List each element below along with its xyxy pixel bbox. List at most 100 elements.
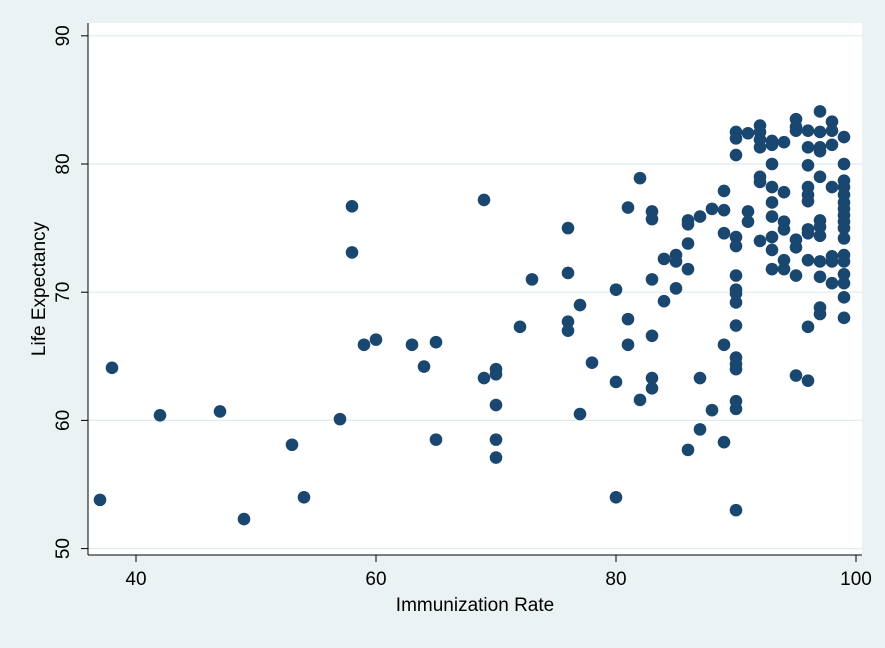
data-point-16 (477, 193, 491, 207)
data-point-23 (513, 320, 527, 334)
data-point-10 (357, 338, 371, 352)
y-axis-label: Life Expectancy (29, 221, 50, 356)
data-point-52 (681, 217, 695, 231)
data-point-63 (717, 226, 731, 240)
data-point-91 (753, 234, 767, 248)
data-point-71 (729, 269, 743, 282)
data-point-47 (657, 294, 671, 308)
data-point-99 (765, 243, 779, 257)
data-point-144 (837, 130, 851, 144)
data-point-131 (813, 220, 827, 234)
data-point-75 (729, 319, 743, 332)
data-point-61 (717, 184, 731, 198)
data-point-78 (729, 362, 743, 376)
data-point-115 (801, 141, 815, 154)
data-point-54 (681, 262, 695, 276)
x-tick-label-40: 40 (125, 569, 146, 590)
data-point-82 (741, 126, 755, 140)
data-point-142 (825, 255, 839, 268)
gridlines (88, 35, 862, 550)
data-point-158 (837, 276, 851, 290)
data-point-111 (789, 241, 803, 254)
data-point-143 (825, 276, 839, 290)
y-tick-label-50: 50 (53, 538, 74, 559)
data-point-94 (765, 157, 779, 171)
data-point-27 (561, 315, 575, 328)
data-point-34 (609, 491, 623, 504)
data-point-50 (669, 282, 683, 295)
y-tick-label-70: 70 (53, 282, 74, 303)
x-tick-label-100: 100 (840, 569, 872, 590)
data-point-37 (621, 338, 635, 352)
data-point-1 (105, 361, 119, 375)
data-point-38 (633, 171, 647, 185)
data-point-74 (729, 296, 743, 309)
data-point-70 (729, 239, 743, 253)
data-point-122 (801, 253, 815, 267)
data-point-68 (729, 148, 743, 162)
data-point-67 (729, 132, 743, 145)
data-point-98 (765, 230, 779, 244)
data-point-145 (837, 157, 851, 171)
y-tick-label-80: 80 (53, 153, 74, 174)
y-tick-label-90: 90 (53, 25, 74, 46)
data-point-96 (765, 196, 779, 209)
data-point-112 (789, 269, 803, 282)
data-point-125 (813, 105, 827, 118)
data-point-58 (693, 423, 707, 436)
data-point-3 (213, 405, 227, 418)
data-point-32 (609, 283, 623, 296)
data-point-73 (729, 287, 743, 300)
data-point-153 (837, 221, 851, 235)
data-point-33 (609, 375, 623, 389)
data-point-19 (489, 367, 503, 381)
data-point-121 (801, 226, 815, 240)
data-point-56 (693, 210, 707, 223)
data-point-101 (777, 135, 791, 149)
data-point-133 (813, 255, 827, 268)
data-point-132 (813, 229, 827, 243)
data-point-65 (717, 435, 731, 449)
data-point-36 (621, 312, 635, 326)
data-point-119 (801, 194, 815, 208)
data-point-31 (585, 356, 599, 370)
data-point-62 (717, 203, 731, 217)
data-point-80 (729, 402, 743, 416)
data-point-55 (681, 443, 695, 457)
data-point-25 (561, 221, 575, 235)
data-point-97 (765, 210, 779, 223)
plot-area (88, 23, 862, 555)
data-point-2 (153, 408, 167, 422)
data-point-24 (525, 273, 539, 286)
data-point-44 (645, 371, 659, 385)
data-point-137 (825, 115, 839, 129)
data-point-95 (765, 180, 779, 194)
data-point-113 (789, 369, 803, 382)
data-point-123 (801, 320, 815, 334)
data-points (93, 105, 851, 526)
data-point-17 (477, 371, 491, 385)
data-point-157 (837, 267, 851, 281)
data-point-60 (705, 403, 719, 417)
data-point-124 (801, 374, 815, 387)
data-point-5 (285, 438, 299, 452)
data-point-20 (489, 398, 503, 412)
data-point-45 (645, 382, 659, 395)
data-point-159 (837, 291, 851, 304)
data-point-59 (705, 202, 719, 216)
data-point-106 (777, 262, 791, 276)
data-point-81 (729, 503, 743, 517)
data-point-8 (345, 200, 359, 213)
data-point-156 (837, 255, 851, 268)
data-point-100 (765, 262, 779, 276)
data-point-0 (93, 493, 107, 507)
data-point-12 (405, 338, 419, 352)
data-point-102 (777, 185, 791, 199)
y-tick-label-60: 60 (53, 410, 74, 431)
data-point-29 (573, 298, 587, 312)
data-point-105 (777, 253, 791, 267)
data-point-9 (345, 246, 359, 259)
axes (87, 23, 862, 556)
x-tick-label-80: 80 (605, 569, 626, 590)
